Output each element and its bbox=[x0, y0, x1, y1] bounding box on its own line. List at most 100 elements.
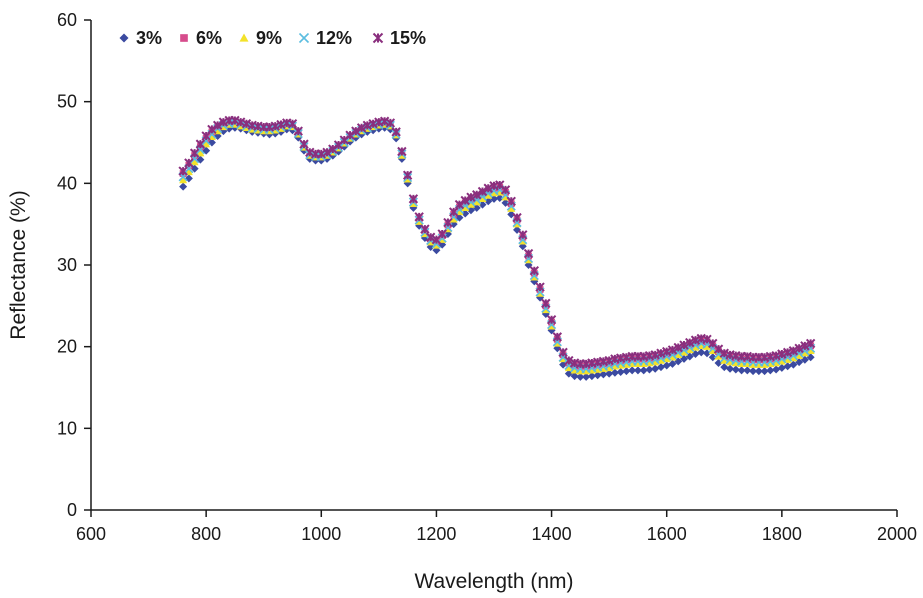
y-tick-label: 60 bbox=[57, 10, 77, 30]
data-point bbox=[679, 340, 689, 350]
data-point bbox=[483, 183, 493, 193]
data-point bbox=[760, 367, 769, 376]
data-point bbox=[582, 372, 591, 381]
data-point bbox=[529, 266, 540, 276]
data-point bbox=[507, 204, 516, 212]
data-point bbox=[806, 353, 815, 362]
legend-label: 15% bbox=[390, 28, 426, 48]
data-point bbox=[622, 367, 631, 376]
x-ticks: 600 800 1000 1200 1400 1600 1800 2000 bbox=[76, 510, 917, 544]
data-point bbox=[737, 366, 746, 375]
data-point bbox=[351, 126, 361, 136]
data-point bbox=[512, 212, 522, 223]
data-point bbox=[466, 200, 475, 208]
y-tick-label: 30 bbox=[57, 255, 77, 275]
data-point bbox=[500, 185, 511, 195]
data-point bbox=[772, 365, 781, 374]
data-point bbox=[667, 345, 678, 355]
data-point bbox=[420, 224, 430, 234]
data-point bbox=[616, 367, 625, 376]
data-point bbox=[703, 342, 712, 350]
data-point bbox=[800, 341, 810, 351]
plot-points bbox=[178, 115, 816, 381]
data-point bbox=[714, 352, 723, 360]
data-point bbox=[466, 192, 476, 202]
data-point bbox=[449, 215, 458, 223]
data-point bbox=[679, 354, 688, 363]
y-ticks: 0 10 20 30 40 50 60 bbox=[57, 10, 91, 520]
data-point bbox=[674, 357, 683, 366]
data-point bbox=[299, 139, 309, 149]
data-point bbox=[633, 366, 642, 375]
x-tick-label: 1000 bbox=[301, 524, 341, 544]
series-0 bbox=[179, 123, 815, 381]
x-tick-label: 1400 bbox=[532, 524, 572, 544]
data-point bbox=[190, 158, 199, 166]
data-point bbox=[766, 366, 775, 375]
data-point bbox=[477, 186, 488, 197]
data-point bbox=[414, 212, 424, 222]
data-point bbox=[179, 182, 188, 191]
data-point bbox=[484, 191, 493, 199]
data-point bbox=[749, 367, 758, 376]
data-point bbox=[726, 364, 735, 373]
data-point bbox=[189, 148, 200, 158]
data-point bbox=[788, 346, 799, 356]
data-point bbox=[507, 210, 516, 219]
data-point bbox=[685, 337, 695, 348]
data-point bbox=[558, 347, 568, 358]
data-point bbox=[293, 126, 303, 136]
data-point bbox=[800, 349, 809, 357]
data-point bbox=[702, 334, 712, 345]
data-point bbox=[461, 209, 470, 218]
data-point bbox=[794, 343, 804, 354]
data-point bbox=[576, 372, 585, 381]
data-point bbox=[472, 190, 482, 200]
data-point bbox=[195, 139, 206, 149]
data-point bbox=[754, 367, 763, 376]
legend-marker bbox=[119, 33, 129, 43]
series-4 bbox=[178, 115, 816, 369]
data-point bbox=[437, 229, 447, 239]
data-point bbox=[207, 124, 217, 135]
data-point bbox=[795, 351, 804, 359]
data-point bbox=[212, 120, 223, 131]
data-point bbox=[535, 282, 545, 292]
data-point bbox=[461, 203, 470, 212]
legend-marker bbox=[298, 32, 310, 44]
series-3 bbox=[178, 118, 816, 374]
legend-marker bbox=[372, 32, 384, 44]
y-tick-label: 10 bbox=[57, 418, 77, 438]
x-tick-label: 1200 bbox=[416, 524, 456, 544]
data-point bbox=[546, 315, 557, 325]
data-point bbox=[472, 198, 481, 206]
legend-marker bbox=[239, 33, 249, 42]
data-point bbox=[408, 194, 419, 204]
legend-label: 3% bbox=[136, 28, 162, 48]
data-point bbox=[460, 195, 470, 206]
data-point bbox=[713, 344, 724, 354]
data-point bbox=[731, 365, 740, 374]
legend-label: 9% bbox=[256, 28, 282, 48]
data-point bbox=[385, 118, 396, 128]
data-point bbox=[443, 217, 453, 228]
data-point bbox=[454, 199, 465, 210]
data-point bbox=[202, 140, 211, 148]
data-point bbox=[356, 123, 367, 133]
data-point bbox=[448, 207, 459, 217]
data-point bbox=[391, 127, 401, 137]
series-2 bbox=[179, 120, 815, 375]
data-point bbox=[628, 366, 637, 375]
x-tick-label: 2000 bbox=[877, 524, 917, 544]
data-point bbox=[564, 355, 574, 366]
data-point bbox=[743, 366, 752, 375]
data-point bbox=[679, 348, 688, 356]
data-point bbox=[789, 354, 798, 362]
data-point bbox=[490, 189, 498, 197]
y-tick-label: 50 bbox=[57, 92, 77, 112]
data-point bbox=[800, 355, 809, 364]
data-point bbox=[645, 365, 654, 374]
data-point bbox=[564, 363, 573, 372]
data-point bbox=[668, 353, 677, 361]
